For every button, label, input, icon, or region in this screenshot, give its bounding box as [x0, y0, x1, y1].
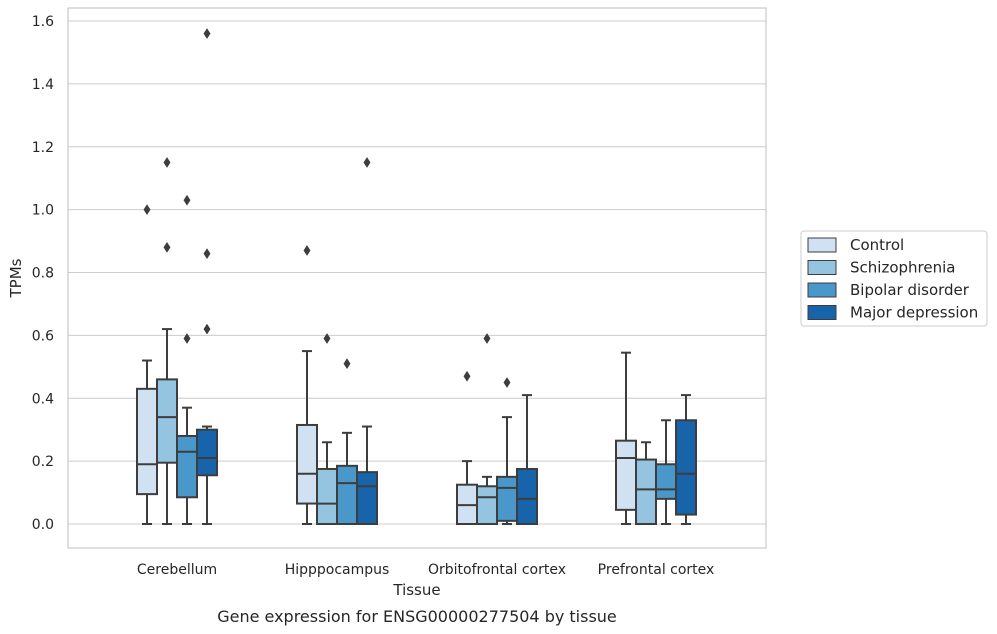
outlier-point [363, 157, 371, 168]
y-tick-label: 0.0 [32, 517, 54, 533]
y-tick-label: 0.2 [32, 454, 54, 470]
outlier-point [483, 333, 491, 344]
x-axis-label: Tissue [392, 581, 440, 599]
legend-entry-label: Control [850, 236, 904, 254]
y-tick-label: 1.4 [32, 77, 54, 93]
box-control [296, 245, 318, 525]
box-bipolar-disorder [336, 358, 358, 526]
legend-entry-label: Bipolar disorder [850, 281, 970, 299]
box-schizophrenia [156, 157, 178, 525]
outlier-point [163, 241, 171, 253]
outlier-point [303, 245, 311, 256]
y-tick-label: 0.8 [32, 266, 54, 282]
x-axis-ticks: Cerebellum Hipppocampus Orbitofrontal cort… [137, 562, 714, 578]
iqr-box [635, 458, 657, 526]
outlier-point [183, 333, 191, 344]
box-control [136, 204, 158, 525]
legend-swatch [807, 237, 837, 253]
box-control [615, 351, 637, 525]
iqr-box [296, 423, 318, 505]
plot-frame [67, 7, 767, 549]
outlier-point [463, 370, 471, 382]
iqr-box [176, 434, 198, 499]
box-major-depression [516, 394, 538, 525]
box-bipolar-disorder [655, 419, 677, 525]
legend-frame [800, 230, 988, 327]
legend-swatch [807, 260, 837, 275]
iqr-box [615, 439, 637, 511]
iqr-box [196, 428, 218, 477]
x-tick-label: Hipppocampus [285, 562, 390, 578]
legend: Control Schizophrenia Bipolar disorder Majo… [800, 230, 988, 327]
iqr-box [156, 378, 178, 464]
iqr-box [136, 387, 158, 496]
outlier-point [323, 333, 331, 344]
outlier-point [203, 248, 211, 260]
x-tick-label: Orbitofrontal cortex [428, 562, 566, 578]
box-major-depression [675, 394, 697, 525]
y-tick-label: 1.0 [32, 203, 54, 219]
legend-swatch [807, 282, 837, 298]
iqr-box [655, 463, 677, 500]
iqr-box [476, 485, 498, 525]
y-axis-label: TPMs [7, 258, 25, 298]
y-tick-label: 1.6 [32, 14, 54, 30]
legend-entry-label: Major depression [850, 304, 978, 322]
iqr-box [516, 467, 538, 525]
outlier-point [183, 194, 191, 206]
box-control [456, 370, 478, 525]
figure-caption: Gene expression for ENSG00000277504 by t… [217, 607, 617, 626]
legend-swatch [807, 305, 837, 320]
box-schizophrenia [316, 333, 338, 525]
x-tick-label: Prefrontal cortex [598, 562, 715, 578]
y-tick-label: 0.4 [32, 391, 54, 407]
iqr-box [336, 464, 358, 526]
box-bipolar-disorder [496, 377, 518, 525]
y-tick-label: 0.6 [32, 328, 54, 344]
y-axis-ticks: 0.0 0.2 0.4 0.6 0.8 1.0 1.2 1.4 1.6 [32, 14, 54, 533]
outlier-point [343, 358, 351, 370]
box-major-depression [356, 157, 378, 525]
box-schizophrenia [476, 333, 498, 525]
box-major-depression [196, 28, 218, 525]
legend-entry-label: Schizophrenia [850, 259, 955, 277]
outlier-point [163, 157, 171, 168]
outlier-point [503, 377, 511, 388]
outlier-point [203, 28, 211, 40]
y-tick-label: 1.2 [32, 140, 54, 156]
iqr-box [316, 467, 338, 525]
boxes [136, 28, 697, 526]
outlier-point [143, 204, 151, 216]
box-bipolar-disorder [176, 194, 198, 525]
outlier-point [203, 323, 211, 335]
x-tick-label: Cerebellum [137, 562, 217, 578]
iqr-box [675, 419, 697, 516]
iqr-box [496, 475, 518, 522]
box-schizophrenia [635, 441, 657, 526]
iqr-box [356, 471, 378, 525]
